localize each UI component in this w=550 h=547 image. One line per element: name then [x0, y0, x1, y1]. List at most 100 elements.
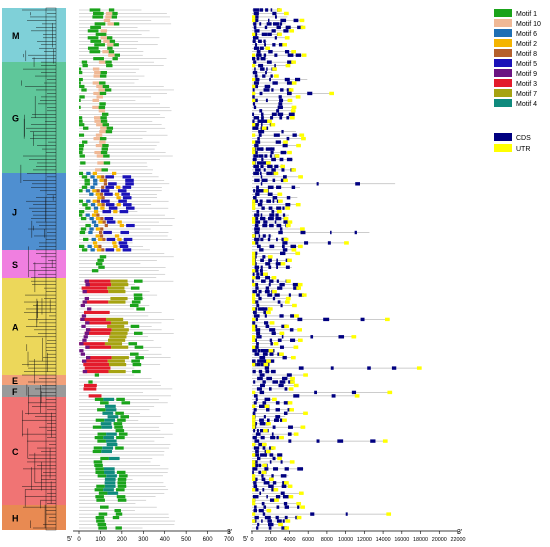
motif-box: [106, 220, 116, 224]
cds-box: [265, 8, 269, 12]
cds-box: [264, 56, 266, 61]
gene-row: [252, 411, 308, 415]
cds-box: [262, 512, 266, 516]
motif-box: [96, 154, 104, 158]
motif-box: [119, 223, 124, 228]
utr-box: [277, 8, 282, 12]
utr-box: [267, 255, 273, 259]
gene-row: [252, 143, 301, 148]
cds-box: [276, 206, 282, 210]
cds-box: [252, 88, 255, 92]
motif-box: [100, 29, 108, 33]
cds-box: [259, 248, 264, 252]
utr-box: [252, 255, 256, 259]
cds-box: [260, 182, 263, 186]
utr-box: [296, 501, 302, 506]
motif-box: [136, 307, 145, 311]
motif-box: [100, 401, 109, 405]
motif-row: [79, 352, 162, 356]
cds-box: [262, 352, 268, 356]
motif-box: [79, 84, 85, 89]
motif-box: [79, 105, 81, 109]
utr-box: [297, 282, 303, 287]
cds-box: [269, 213, 275, 217]
motif-box: [100, 116, 107, 120]
utr-box: [279, 435, 284, 440]
utr-box: [252, 488, 256, 492]
cds-box: [259, 422, 266, 426]
motif-box: [107, 46, 113, 50]
cds-box: [252, 112, 255, 116]
motif-box: [105, 130, 113, 134]
cds-box: [269, 223, 274, 228]
motif-panel: [79, 8, 176, 530]
motif-box: [84, 331, 89, 335]
motif-box: [101, 449, 112, 454]
motif-box: [104, 470, 115, 474]
cds-box: [254, 15, 259, 19]
cds-box: [260, 216, 266, 221]
cds-box: [254, 140, 261, 144]
utr-box: [351, 335, 357, 339]
cds-box: [275, 262, 282, 266]
motif-box: [102, 220, 106, 224]
cds-box: [270, 150, 274, 155]
motif-box: [112, 241, 117, 245]
cds-box: [253, 171, 259, 176]
cds-box: [258, 296, 262, 301]
utr-box: [329, 91, 334, 96]
motif-box: [99, 74, 107, 78]
utr-box: [267, 119, 272, 123]
motif-box: [105, 11, 113, 16]
motif-box: [130, 324, 140, 328]
utr-box: [289, 29, 295, 33]
clade-band: [2, 375, 66, 385]
cds-box: [287, 53, 294, 57]
motif-row: [79, 411, 140, 415]
cds-box: [267, 237, 271, 242]
motif-box: [99, 234, 104, 238]
cds-box: [286, 116, 290, 120]
motif-box: [122, 196, 132, 200]
utr-box: [252, 324, 256, 329]
gene-row: [252, 415, 286, 419]
utr-box: [285, 206, 290, 210]
cds-box: [262, 161, 268, 165]
motif-box: [98, 105, 106, 109]
gene-axis-tick-label: 10000: [338, 537, 353, 543]
legend-swatch: [494, 133, 512, 141]
cds-box: [351, 390, 357, 395]
motif-row: [79, 498, 147, 502]
cds-box: [279, 157, 284, 162]
motif-box: [117, 418, 126, 422]
legend-item-motif-5: Motif 5: [494, 59, 537, 68]
motif-box: [118, 199, 127, 203]
utr-box: [297, 328, 302, 332]
motif-row: [79, 509, 135, 513]
cds-box: [262, 307, 268, 311]
utr-box: [266, 422, 271, 426]
utr-box: [291, 248, 297, 252]
motif-box: [79, 116, 83, 120]
gene-row: [252, 456, 282, 461]
gene-axis-tick-label: 20000: [432, 537, 447, 543]
motif-box: [82, 140, 88, 144]
motif-box: [92, 425, 102, 429]
cds-box: [260, 67, 265, 71]
motif-box: [132, 363, 142, 367]
gene-axis-tick-label: 8000: [321, 537, 333, 543]
gene-row: [252, 161, 271, 165]
cds-box: [261, 501, 265, 506]
motif-box: [87, 29, 99, 33]
motif-box: [125, 178, 134, 182]
cds-box: [265, 453, 267, 457]
utr-box: [270, 123, 276, 127]
motif-box: [83, 363, 110, 367]
motif-row: [79, 57, 167, 61]
motif-box: [108, 182, 117, 186]
cds-box: [267, 192, 273, 196]
utr-box: [296, 515, 302, 520]
motif-box: [89, 50, 101, 54]
cds-box: [276, 223, 282, 228]
cds-box: [258, 289, 262, 294]
